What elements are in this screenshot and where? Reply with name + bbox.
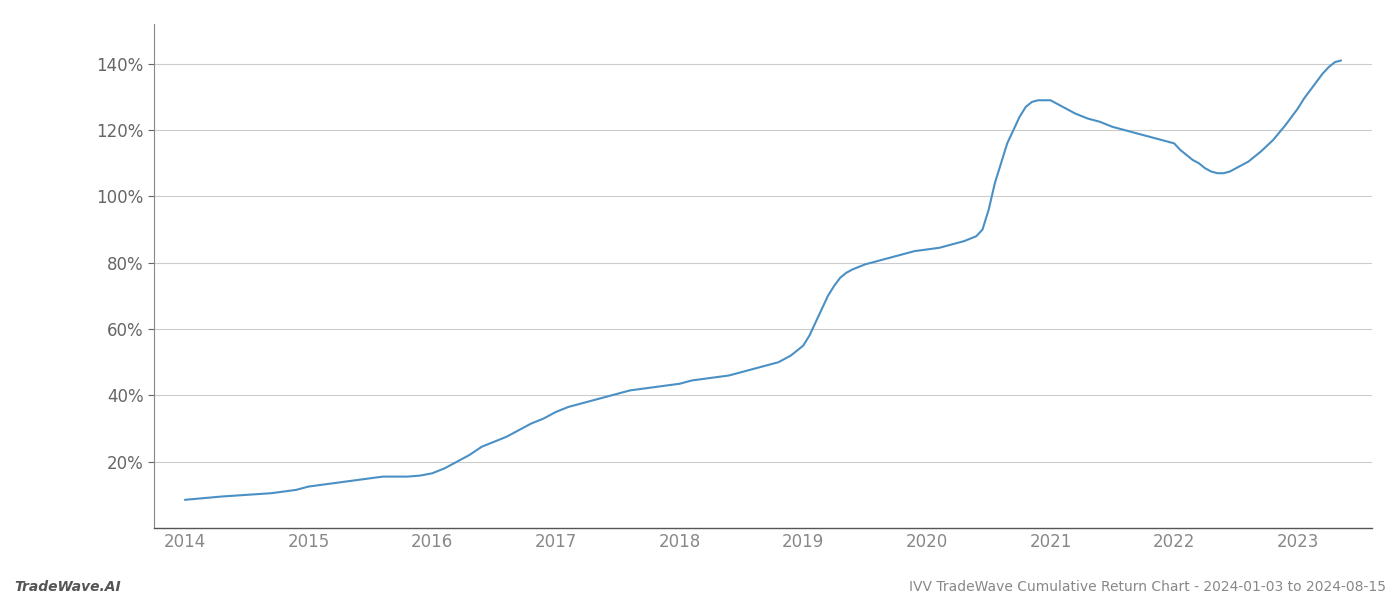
Text: TradeWave.AI: TradeWave.AI [14, 580, 120, 594]
Text: IVV TradeWave Cumulative Return Chart - 2024-01-03 to 2024-08-15: IVV TradeWave Cumulative Return Chart - … [909, 580, 1386, 594]
